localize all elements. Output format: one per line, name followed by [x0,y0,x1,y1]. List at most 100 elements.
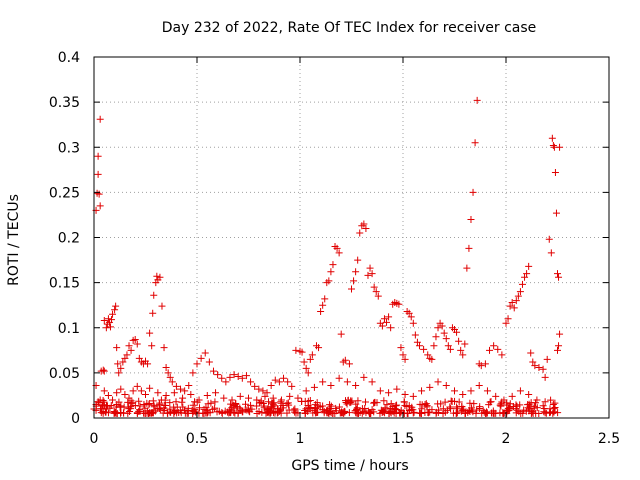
data-point [230,371,238,379]
data-point [166,373,174,381]
noise-point [352,407,360,415]
data-point [475,382,483,390]
data-point [158,302,166,310]
data-point [498,351,506,359]
data-point [109,396,117,404]
noise-point [380,397,388,405]
data-point [483,387,491,395]
data-point [150,291,158,299]
data-point [502,319,510,327]
noise-point [367,409,375,417]
noise-point [441,398,449,406]
data-point [523,270,531,278]
noise-point [424,408,432,416]
noise-point [111,409,119,417]
data-point [401,391,409,399]
data-point [554,270,561,278]
noise-point [117,402,125,410]
data-point [465,244,473,252]
noise-point [207,399,215,407]
noise-point [400,398,408,406]
chart-title: Day 232 of 2022, Rate Of TEC Index for r… [162,20,537,36]
data-point [420,345,428,353]
data-point [193,360,201,368]
data-point [525,262,533,270]
x-tick-label: 0.5 [186,431,208,447]
noise-point [339,409,347,417]
data-point [372,288,380,296]
noise-point [233,404,241,412]
noise-point [268,399,276,407]
data-point [430,342,438,350]
data-point [298,348,306,356]
data-point [292,346,300,354]
data-point [164,369,172,377]
noise-point [150,401,158,409]
data-point [179,394,187,402]
data-point [360,220,368,228]
noise-point [353,406,361,414]
data-point [242,372,250,380]
data-point [253,396,261,404]
noise-point [277,398,285,406]
data-point [366,264,374,272]
data-point [442,335,450,343]
data-point [100,367,108,375]
data-point [133,382,141,390]
noise-point [143,399,151,407]
data-point [492,392,500,400]
noise-point [248,405,256,413]
data-point [251,382,259,390]
noise-point [227,408,235,416]
noise-point [470,400,478,408]
noise-point [140,401,148,409]
data-point [218,374,226,382]
noise-point [199,409,207,417]
data-point [451,387,458,395]
data-point [527,349,535,357]
data-point [114,360,122,368]
noise-point [106,404,114,412]
noise-point [458,403,466,411]
data-point [335,249,343,257]
noise-point [340,409,348,417]
noise-point [258,408,266,416]
noise-point [178,398,186,406]
noise-point [175,408,183,416]
data-point [531,362,539,370]
data-point [222,378,230,386]
data-point [275,378,283,386]
data-point [310,383,318,391]
data-point [144,360,152,368]
data-point [463,264,471,272]
noise-point [155,401,163,409]
data-point [405,309,413,317]
data-point [352,382,360,390]
noise-point [191,405,199,413]
data-point [131,335,139,343]
data-point [327,382,335,390]
data-point [288,382,296,390]
noise-point [304,402,312,410]
data-point [556,330,564,338]
data-point [112,302,120,310]
noise-point [343,400,351,408]
noise-point [466,408,474,416]
noise-point [381,405,389,413]
data-point [108,316,116,324]
data-point [220,394,228,402]
data-point [354,256,362,264]
data-point [376,387,384,395]
data-point [428,355,436,363]
data-point [197,354,205,362]
data-point [156,273,164,281]
noise-point [319,406,327,414]
data-point [255,385,263,393]
x-tick-labels: 0 0.5 1 1.5 2 2.5 [90,431,621,447]
noise-point [435,406,443,414]
data-point [117,364,125,372]
noise-point [524,401,532,409]
data-point [205,358,213,366]
noise-point [189,401,197,409]
x-tick-label: 2.5 [598,431,620,447]
